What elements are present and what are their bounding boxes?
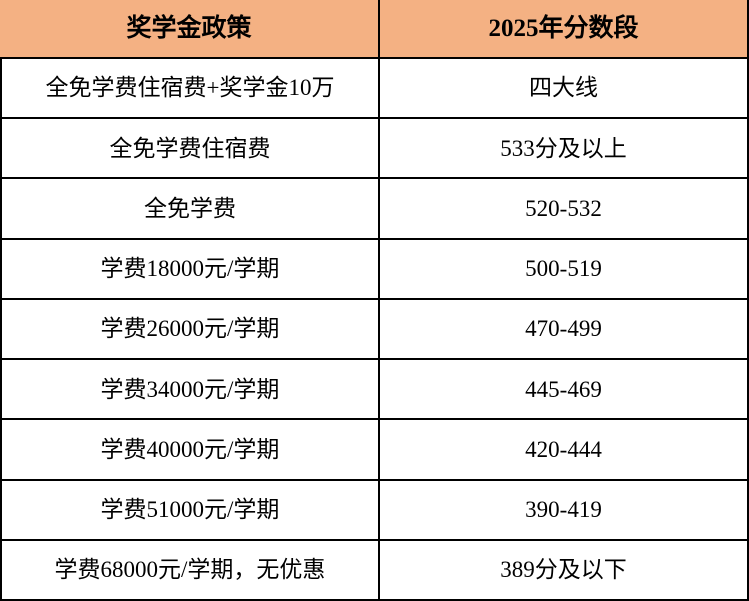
- score-cell-row2: 533分及以上: [380, 119, 749, 180]
- score-cell-row6: 445-469: [380, 360, 749, 421]
- policy-cell-row6: 学费34000元/学期: [0, 360, 380, 421]
- policy-cell-row1: 全免学费住宿费+奖学金10万: [0, 59, 380, 120]
- header-cell-score-band: 2025年分数段: [380, 0, 749, 59]
- policy-cell-row5: 学费26000元/学期: [0, 299, 380, 361]
- score-cell-row5: 470-499: [380, 299, 749, 361]
- score-cell-row7: 420-444: [380, 420, 749, 481]
- score-cell-row1: 四大线: [380, 59, 749, 120]
- policy-cell-row4: 学费18000元/学期: [0, 239, 380, 300]
- policy-cell-row7: 学费40000元/学期: [0, 420, 380, 481]
- score-cell-row8: 390-419: [380, 480, 749, 541]
- policy-cell-row8: 学费51000元/学期: [0, 480, 380, 541]
- policy-cell-row9: 学费68000元/学期，无优惠: [0, 540, 380, 601]
- score-cell-row4: 500-519: [380, 239, 749, 300]
- header-cell-policy: 奖学金政策: [0, 0, 380, 59]
- policy-cell-row2: 全免学费住宿费: [0, 119, 380, 180]
- policy-cell-row3: 全免学费: [0, 179, 380, 240]
- score-cell-row9: 389分及以下: [380, 540, 749, 601]
- score-cell-row3: 520-532: [380, 179, 749, 240]
